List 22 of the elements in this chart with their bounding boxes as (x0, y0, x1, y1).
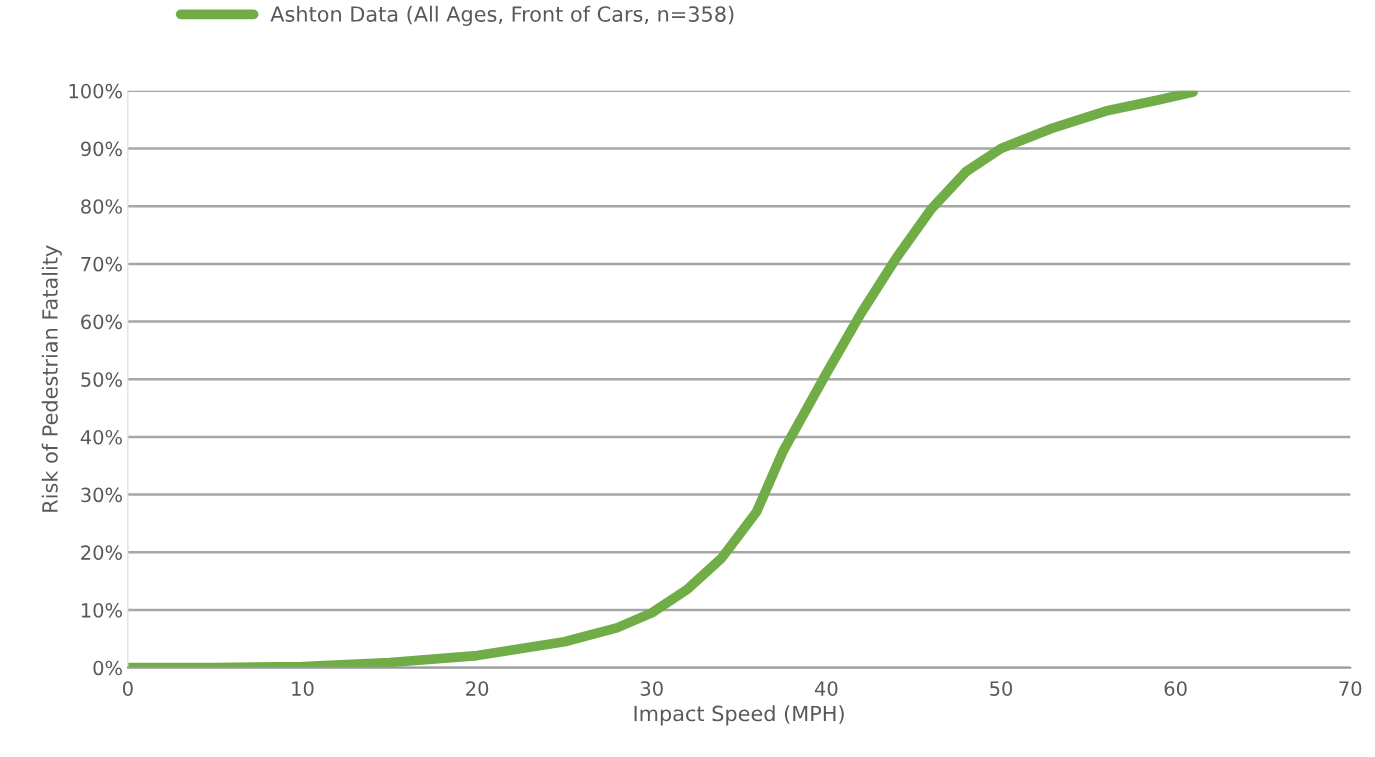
y-tick-label: 10% (81, 602, 122, 618)
y-tick-label: 20% (81, 545, 122, 560)
x-axis-title: Impact Speed (MPH) (634, 705, 844, 726)
y-tick-label: 60% (81, 314, 122, 330)
x-tick-label: 0 (122, 681, 133, 696)
legend-label: Ashton Data (All Ages, Front of Cars, n=358) (270, 5, 734, 26)
x-tick-label: 30 (640, 681, 663, 696)
x-tick-label: 60 (1164, 681, 1187, 696)
x-tick-label: 70 (1339, 681, 1362, 696)
y-tick-label: 90% (81, 141, 122, 157)
x-tick-label: 20 (466, 681, 489, 696)
x-tick-label: 10 (292, 681, 314, 696)
y-tick-label: 40% (80, 429, 122, 445)
y-tick-label: 0% (93, 660, 122, 676)
y-tick-label: 100% (69, 83, 122, 99)
y-tick-label: 70% (81, 256, 122, 272)
y-axis-title: Risk of Pedestrian Fatality (41, 245, 62, 512)
y-tick-label: 80% (81, 199, 122, 214)
y-tick-label: 30% (81, 487, 122, 503)
x-tick-label: 50 (990, 681, 1013, 696)
y-tick-label: 50% (81, 372, 122, 387)
x-tick-label: 40 (814, 681, 838, 696)
